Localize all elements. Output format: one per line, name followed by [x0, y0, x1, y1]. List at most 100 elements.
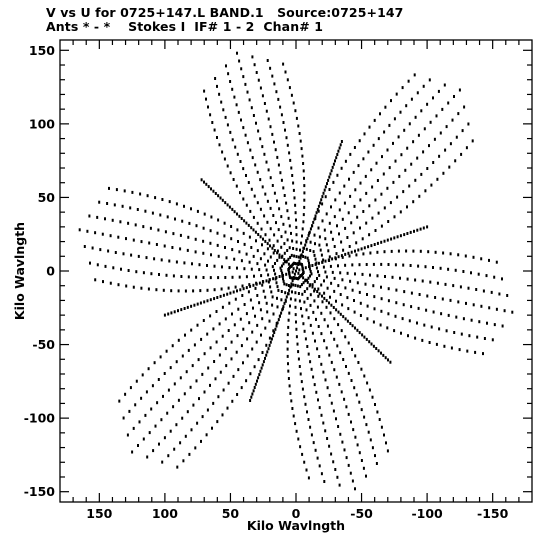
- uv-point: [277, 318, 280, 322]
- uv-point: [298, 268, 301, 272]
- uv-point: [336, 173, 339, 177]
- uv-point: [260, 227, 263, 231]
- uv-point: [295, 269, 297, 273]
- uv-point: [338, 232, 340, 236]
- uv-point: [414, 115, 417, 119]
- uv-point: [298, 262, 301, 266]
- uv-point: [250, 267, 253, 271]
- uv-point: [187, 275, 190, 279]
- uv-point: [394, 263, 397, 267]
- uv-point: [271, 184, 274, 187]
- uv-point: [399, 110, 402, 114]
- uv-point: [291, 270, 294, 274]
- uv-point: [256, 294, 259, 297]
- uv-point: [299, 372, 302, 376]
- uv-point: [448, 165, 451, 169]
- uv-point: [246, 337, 249, 341]
- uv-point: [249, 372, 252, 376]
- uv-point: [354, 435, 357, 439]
- uv-point: [344, 317, 347, 321]
- uv-point: [236, 393, 239, 396]
- uv-point: [306, 345, 309, 348]
- uv-point: [294, 211, 297, 215]
- uv-point: [273, 82, 276, 86]
- x-tick-label: -100: [411, 506, 443, 521]
- uv-point: [284, 291, 287, 295]
- uv-point: [217, 254, 220, 258]
- uv-point: [426, 225, 429, 229]
- uv-point: [190, 328, 193, 332]
- uv-point: [86, 229, 89, 233]
- uv-point: [349, 194, 352, 198]
- uv-point: [117, 235, 120, 239]
- uv-point: [245, 286, 248, 290]
- uv-point: [314, 242, 316, 246]
- uv-point: [94, 278, 97, 282]
- uv-point: [295, 277, 298, 280]
- uv-point: [370, 244, 373, 248]
- uv-point: [78, 228, 81, 232]
- uv-point: [336, 224, 338, 228]
- uv-point: [291, 276, 294, 280]
- uv-point: [292, 276, 295, 279]
- uv-point: [247, 223, 250, 227]
- uv-point: [316, 456, 319, 460]
- uv-point: [341, 278, 344, 282]
- uv-point: [264, 233, 267, 237]
- uv-point: [255, 121, 257, 125]
- uv-point: [300, 283, 303, 287]
- uv-point: [258, 301, 261, 305]
- uv-point: [230, 340, 233, 344]
- uv-point: [135, 270, 138, 274]
- uv-point: [281, 273, 284, 277]
- uv-point: [303, 205, 306, 209]
- uv-point: [352, 428, 355, 432]
- uv-point: [337, 284, 340, 288]
- uv-point: [295, 225, 298, 229]
- uv-point: [151, 384, 154, 388]
- uv-point: [374, 229, 377, 232]
- uv-point: [236, 228, 239, 232]
- uv-point: [323, 318, 326, 322]
- uv-point: [349, 279, 352, 283]
- uv-point: [289, 297, 292, 301]
- uv-point: [333, 215, 336, 219]
- axis-tick-labels: 150 100 50 0 -50 -100 -150 150 100 50 0 -50 -100 -150: [24, 43, 509, 521]
- uv-point: [363, 415, 366, 419]
- uv-point: [432, 96, 434, 100]
- uv-point: [324, 429, 327, 433]
- uv-point: [286, 340, 289, 344]
- uv-point: [303, 290, 306, 293]
- uv-point: [150, 407, 153, 411]
- uv-point: [330, 303, 333, 307]
- uv-point: [296, 342, 299, 346]
- x-tick-label: 50: [222, 506, 240, 521]
- uv-point: [365, 474, 367, 478]
- uv-point: [334, 198, 337, 202]
- uv-point: [288, 384, 291, 388]
- uv-point: [173, 447, 176, 451]
- uv-point: [358, 451, 361, 455]
- uv-point: [227, 72, 230, 76]
- uv-point: [213, 297, 216, 301]
- uv-point: [333, 337, 336, 341]
- uv-point: [177, 289, 180, 293]
- uv-point: [387, 220, 390, 223]
- uv-point: [335, 252, 338, 256]
- uv-point: [318, 243, 321, 247]
- uv-point: [442, 171, 445, 175]
- uv-point: [490, 290, 493, 294]
- uv-point: [281, 271, 284, 275]
- uv-point: [329, 295, 331, 299]
- uv-point: [328, 221, 331, 225]
- uv-point: [309, 240, 312, 244]
- uv-point: [225, 64, 227, 68]
- uv-point: [323, 339, 326, 343]
- uv-point: [457, 253, 460, 257]
- uv-point: [271, 74, 274, 78]
- uv-point: [319, 201, 322, 205]
- uv-point: [272, 244, 275, 248]
- uv-point: [343, 184, 346, 188]
- uv-point: [428, 78, 431, 82]
- uv-point: [343, 397, 346, 401]
